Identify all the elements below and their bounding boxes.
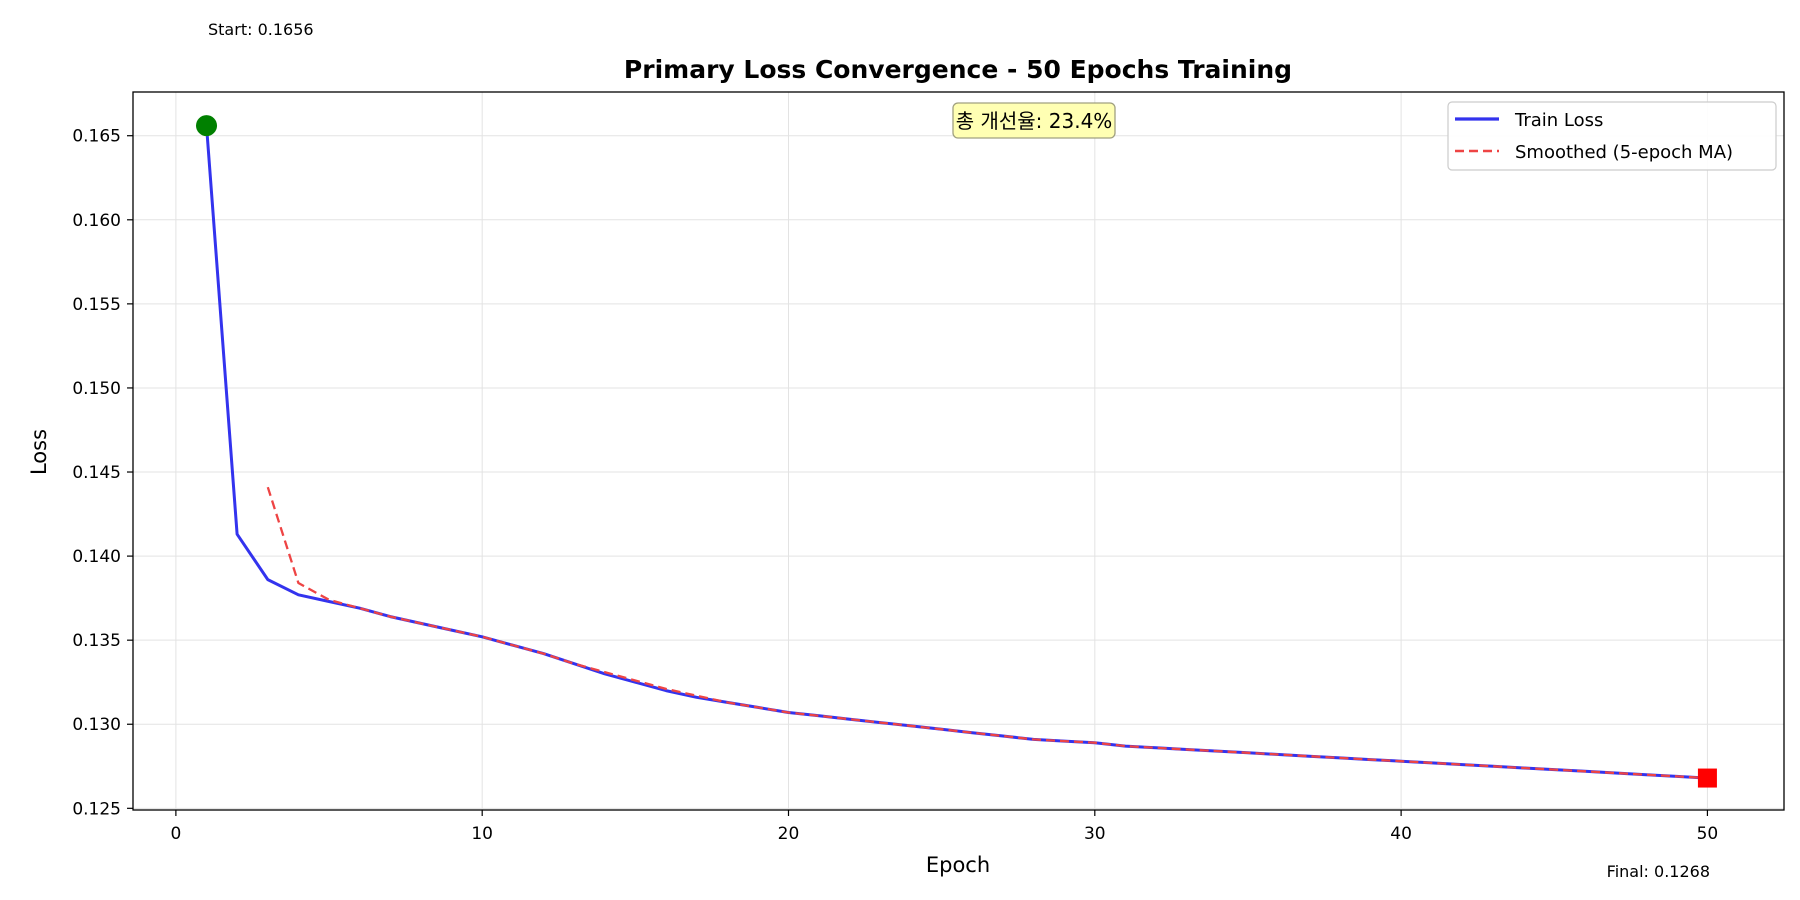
- series-line-smoothed: [266, 486, 1708, 780]
- final-value-label: Final: 0.1268: [1607, 862, 1710, 881]
- improvement-badge: 총 개선율: 23.4%: [952, 102, 1116, 139]
- x-axis-label: Epoch: [926, 853, 990, 877]
- legend: Train Loss Smoothed (5-epoch MA): [1447, 101, 1777, 171]
- series-layer: [205, 125, 1708, 780]
- grid-lines: [133, 92, 1784, 810]
- chart-title: Primary Loss Convergence - 50 Epochs Tra…: [624, 55, 1292, 84]
- improvement-badge-text: 총 개선율: 23.4%: [956, 109, 1113, 133]
- end-marker: [1697, 768, 1717, 788]
- x-tick-label: 30: [1084, 824, 1106, 844]
- legend-label-smoothed: Smoothed (5-epoch MA): [1515, 142, 1733, 163]
- series-line-train-loss: [205, 125, 1708, 780]
- legend-label-train-loss: Train Loss: [1514, 110, 1603, 131]
- y-tick-label: 0.125: [72, 799, 121, 819]
- y-tick-label: 0.155: [72, 295, 121, 315]
- x-tick-label: 20: [778, 824, 800, 844]
- x-tick-label: 10: [471, 824, 493, 844]
- x-tick-label: 40: [1390, 824, 1412, 844]
- marker-layer: [196, 115, 1717, 788]
- x-tick-label: 50: [1697, 824, 1719, 844]
- y-tick-label: 0.130: [72, 715, 121, 735]
- x-tick-label: 0: [170, 824, 181, 844]
- y-tick-label: 0.135: [72, 631, 121, 651]
- start-marker: [196, 115, 218, 137]
- y-axis-label: Loss: [27, 429, 51, 475]
- y-axis-ticks: 0.125 0.130 0.135 0.140 0.145 0.150 0.155 0.160…: [72, 127, 133, 819]
- y-tick-label: 0.160: [72, 211, 121, 231]
- y-tick-label: 0.150: [72, 379, 121, 399]
- y-tick-label: 0.145: [72, 463, 121, 483]
- y-tick-label: 0.165: [72, 127, 121, 147]
- x-axis-ticks: 0 10 20 30 40 50: [170, 810, 1718, 844]
- plot-frame: [132, 91, 1785, 811]
- start-value-label: Start: 0.1656: [208, 20, 314, 39]
- y-tick-label: 0.140: [72, 547, 121, 567]
